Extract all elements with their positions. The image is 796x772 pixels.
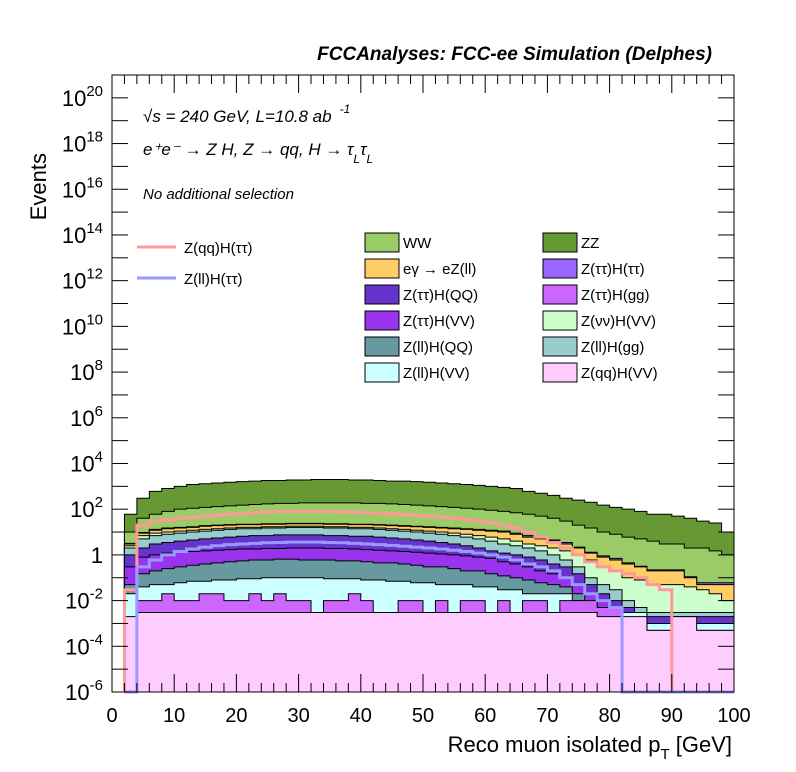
- chart-title: FCCAnalyses: FCC-ee Simulation (Delphes): [317, 44, 712, 65]
- y-tick-label: 102: [70, 494, 103, 522]
- legend-swatch: [364, 258, 400, 279]
- legend-label: Z(νν)H(VV): [581, 313, 656, 330]
- x-tick-label: 30: [287, 705, 309, 727]
- y-tick-label: 10-4: [65, 631, 103, 659]
- y-tick-label: 1: [91, 543, 103, 568]
- legend-label: Z(ττ)H(QQ): [403, 287, 478, 304]
- y-tick-label: 108: [70, 357, 103, 385]
- legend-swatch: [542, 362, 578, 383]
- stack-layer: [123, 478, 735, 693]
- legend-label: eγ → eZ(ll): [403, 261, 476, 278]
- legend-label: Z(ll)H(gg): [581, 339, 644, 356]
- y-tick-label: 1020: [62, 83, 103, 111]
- legend-swatch: [542, 284, 578, 305]
- legend-swatch: [364, 310, 400, 331]
- y-tick-label: 104: [70, 448, 103, 476]
- x-axis-label-unit: [GeV]: [670, 732, 732, 757]
- process-annotation: e⁺e⁻ → Z H, Z → qq, H → τLτL: [143, 140, 373, 166]
- x-tick-label: 100: [717, 705, 750, 727]
- x-tick-label: 70: [536, 705, 558, 727]
- y-tick-label: 106: [70, 403, 103, 431]
- energy-sup: -1: [340, 102, 351, 116]
- legend-swatch: [364, 336, 400, 357]
- ticks-layer: 0 10 20 30 40 50 60 70 80 90 10010-610-410-2110210…: [62, 74, 751, 727]
- legend-label: ZZ: [581, 235, 599, 252]
- legend-swatch: [364, 362, 400, 383]
- legend: Z(qq)H(ττ) Z(ll)H(ττ) WW ZZ eγ → eZ(ll) Z(ττ)…: [137, 232, 658, 383]
- x-tick-label: 90: [661, 705, 683, 727]
- y-tick-label: 1010: [62, 311, 103, 339]
- x-axis-label-main: Reco muon isolated p: [448, 732, 661, 757]
- legend-label: Z(qq)H(VV): [581, 365, 658, 382]
- legend-swatch: [542, 310, 578, 331]
- energy-annotation: √s = 240 GeV, L=10.8 ab -1: [143, 102, 350, 126]
- y-tick-label: 10-6: [65, 677, 103, 705]
- energy-text: √s = 240 GeV, L=10.8 ab: [143, 107, 332, 126]
- x-tick-label: 0: [106, 705, 117, 727]
- legend-swatch: [364, 232, 400, 253]
- signal-line-0: [122, 509, 734, 694]
- y-tick-label: 1014: [62, 220, 103, 248]
- legend-label: Z(ll)H(VV): [403, 365, 470, 382]
- x-tick-label: 40: [350, 705, 372, 727]
- process-sub1: L: [353, 152, 360, 166]
- legend-label: WW: [403, 235, 432, 252]
- y-tick-label: 1012: [62, 266, 103, 294]
- x-tick-label: 80: [598, 705, 620, 727]
- process-text: e⁺e⁻ → Z H, Z → qq, H → τ: [143, 140, 355, 159]
- process-sub2: L: [366, 152, 373, 166]
- x-axis-label-sub: T: [660, 746, 669, 763]
- signal-lines-layer: [122, 509, 734, 694]
- x-tick-label: 10: [163, 705, 185, 727]
- x-tick-label: 20: [225, 705, 247, 727]
- legend-swatch: [542, 258, 578, 279]
- y-tick-label: 1016: [62, 174, 103, 202]
- signal-line-1: [124, 540, 734, 694]
- stack-area-0: [123, 612, 735, 693]
- legend-swatch: [542, 336, 578, 357]
- legend-line-label: Z(qq)H(ττ): [184, 240, 253, 257]
- x-tick-label: 50: [412, 705, 434, 727]
- process-tau2: τ: [360, 140, 368, 159]
- legend-label: Z(ττ)H(ττ): [581, 261, 645, 278]
- y-axis-label: Events: [26, 153, 51, 220]
- y-tick-label: 1018: [62, 129, 103, 157]
- x-axis-label: Reco muon isolated pT [GeV]: [448, 732, 732, 763]
- y-tick-label: 10-2: [65, 586, 103, 614]
- legend-swatch: [364, 284, 400, 305]
- legend-swatch: [542, 232, 578, 253]
- legend-line-label: Z(ll)H(ττ): [184, 271, 243, 288]
- selection-annotation: No additional selection: [143, 186, 294, 203]
- legend-label: Z(ll)H(QQ): [403, 339, 473, 356]
- legend-label: Z(ττ)H(gg): [581, 287, 650, 304]
- legend-label: Z(ττ)H(VV): [403, 313, 475, 330]
- x-tick-label: 60: [474, 705, 496, 727]
